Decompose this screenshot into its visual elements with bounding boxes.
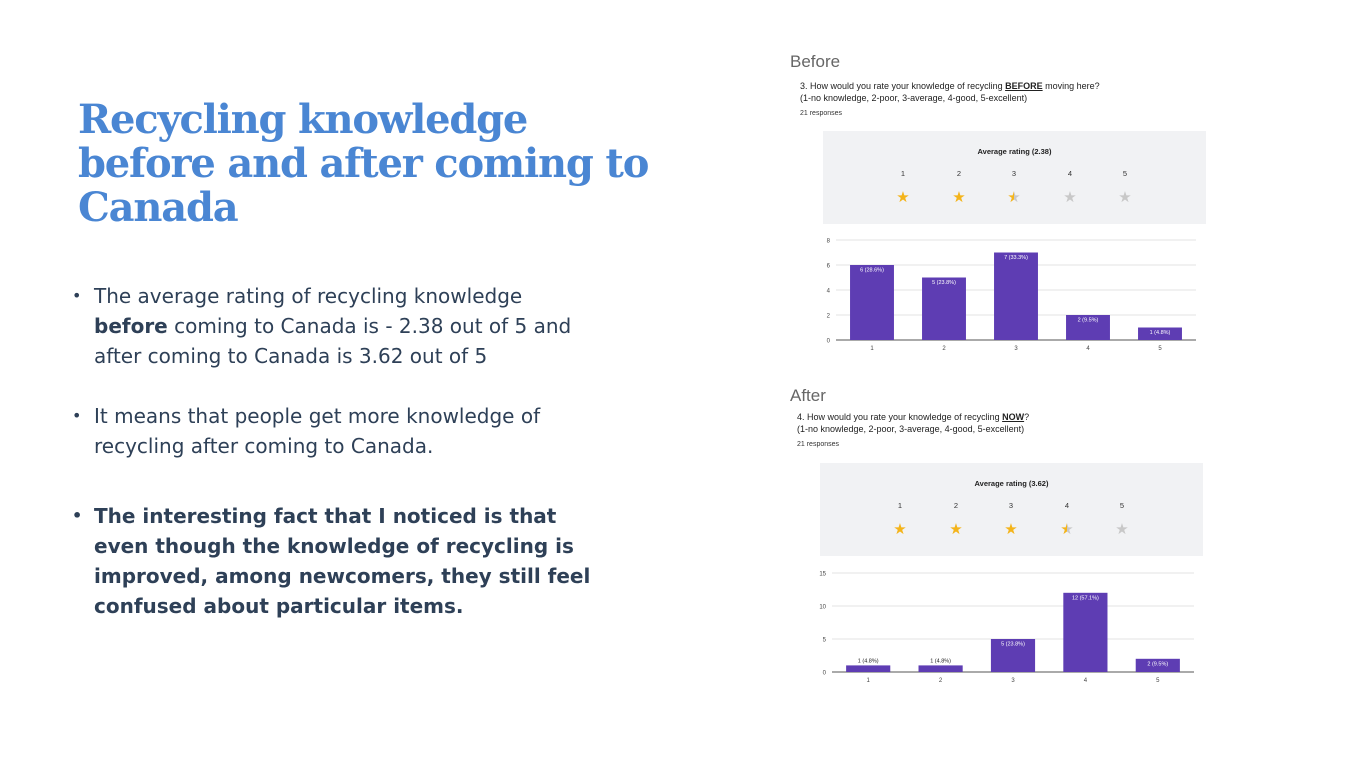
bar — [922, 277, 966, 340]
bullet-text: The average rating of recycling knowledg… — [94, 284, 523, 308]
bar-data-label: 2 (9.5%) — [1147, 661, 1168, 667]
bar — [990, 639, 1036, 672]
star-label: 3 — [1008, 501, 1014, 510]
before-label: Before — [790, 52, 841, 71]
before-bar-chart: 0 2 4 6 8 6 (28.6%) 1 5 (23.8%) 2 7 (33.3%) 3 2 (9.… — [827, 239, 1196, 352]
star-label: 3 — [1011, 169, 1017, 178]
star-icon: ★ — [1118, 189, 1132, 206]
before-question: 3. How would you rate your knowledge of … — [800, 80, 1100, 104]
after-average-rating-title: Average rating (3.62) — [974, 479, 1049, 488]
star-label: 4 — [1067, 169, 1073, 178]
y-tick-label: 0 — [823, 671, 827, 677]
bar — [1138, 327, 1182, 340]
star-icon: ★ — [1004, 190, 1024, 206]
bullet-interesting-fact: The interesting fact that I noticed is t… — [72, 501, 602, 621]
bar-data-label: 1 (4.8%) — [930, 658, 951, 664]
question-text: ? — [1024, 412, 1030, 422]
after-question: 4. How would you rate your knowledge of … — [797, 411, 1029, 435]
question-text: 3. How would you rate your knowledge of … — [800, 81, 1006, 91]
x-tick-label: 5 — [1156, 678, 1160, 684]
bullet-list: The average rating of recycling knowledg… — [72, 281, 602, 621]
question-text: moving here? — [1042, 81, 1100, 91]
after-bar-chart: 0 5 10 15 1 (4.8%) 1 1 (4.8%) 2 5 (23.8%) 3 12 (57… — [819, 572, 1194, 684]
y-tick-label: 6 — [827, 264, 831, 270]
question-scale: (1-no knowledge, 2-poor, 3-average, 4-go… — [800, 93, 1028, 103]
star-icon: ★ — [949, 521, 963, 538]
x-tick-label: 4 — [1086, 346, 1090, 352]
before-responses-count: 21 responses — [800, 110, 843, 117]
y-tick-label: 8 — [827, 239, 831, 245]
star-icon: ★ — [893, 521, 907, 538]
question-text: 4. How would you rate your knowledge of … — [797, 412, 1003, 422]
y-tick-label: 0 — [827, 339, 831, 345]
star-label: 1 — [897, 501, 903, 510]
bar-data-label: 2 (9.5%) — [1078, 318, 1099, 324]
bar-data-label: 1 (4.8%) — [858, 658, 879, 664]
bar — [1135, 658, 1180, 672]
x-tick-label: 1 — [867, 678, 871, 684]
bullet-text: The interesting fact that I noticed is t… — [94, 504, 591, 618]
x-tick-label: 1 — [870, 346, 874, 352]
star-label: 4 — [1064, 501, 1070, 510]
x-tick-label: 4 — [1084, 678, 1088, 684]
star-label: 2 — [956, 169, 962, 178]
star-icon: ★ — [1057, 522, 1077, 538]
y-tick-label: 5 — [823, 638, 827, 644]
bar-data-label: 12 (57.1%) — [1072, 595, 1099, 601]
before-average-rating-box: Average rating (2.38) 1 ★ 2 ★ 3 ★ 4 ★ 5 ★ — [823, 131, 1206, 224]
bar — [850, 265, 894, 340]
after-responses-count: 21 responses — [797, 441, 840, 448]
y-tick-label: 15 — [819, 572, 826, 578]
bar — [1066, 315, 1110, 340]
x-tick-label: 2 — [942, 346, 946, 352]
star-icon: ★ — [1063, 189, 1077, 206]
question-scale: (1-no knowledge, 2-poor, 3-average, 4-go… — [797, 424, 1025, 434]
question-keyword: NOW — [1002, 412, 1025, 422]
star-icon: ★ — [896, 189, 910, 206]
bullet-bold-word: before — [94, 314, 168, 338]
bar — [918, 665, 963, 672]
x-tick-label: 3 — [1014, 346, 1018, 352]
after-label: After — [790, 386, 826, 405]
x-tick-label: 3 — [1011, 678, 1015, 684]
bar-data-label: 1 (4.8%) — [1150, 330, 1171, 336]
before-average-rating-title: Average rating (2.38) — [977, 147, 1052, 156]
star-label: 1 — [900, 169, 906, 178]
star-label: 2 — [953, 501, 959, 510]
bullet-text: coming to Canada is - 2.38 out of 5 and … — [94, 314, 572, 368]
star-icon: ★ — [1115, 521, 1129, 538]
y-tick-label: 10 — [819, 605, 826, 611]
bar — [846, 665, 891, 672]
after-average-rating-box: Average rating (3.62) 1 ★ 2 ★ 3 ★ 4 ★ 5 ★ — [820, 463, 1203, 556]
y-tick-label: 4 — [827, 289, 831, 295]
star-icon: ★ — [1004, 521, 1018, 538]
x-tick-label: 2 — [939, 678, 943, 684]
bar-data-label: 6 (28.6%) — [860, 268, 884, 274]
bar-data-label: 7 (33.3%) — [1004, 255, 1028, 261]
y-tick-label: 2 — [827, 314, 831, 320]
bullet-text: It means that people get more knowledge … — [94, 404, 541, 458]
slide-title: Recycling knowledge before and after com… — [78, 96, 649, 231]
bar-data-label: 5 (23.8%) — [1001, 642, 1025, 648]
bar — [1063, 592, 1108, 672]
bullet-meaning: It means that people get more knowledge … — [72, 401, 602, 461]
bar — [994, 252, 1038, 340]
question-keyword: BEFORE — [1005, 81, 1043, 91]
bar-data-label: 5 (23.8%) — [932, 280, 956, 286]
bullet-average-rating: The average rating of recycling knowledg… — [72, 281, 602, 371]
star-label: 5 — [1122, 169, 1128, 178]
star-label: 5 — [1119, 501, 1125, 510]
star-icon: ★ — [952, 189, 966, 206]
x-tick-label: 5 — [1158, 346, 1162, 352]
